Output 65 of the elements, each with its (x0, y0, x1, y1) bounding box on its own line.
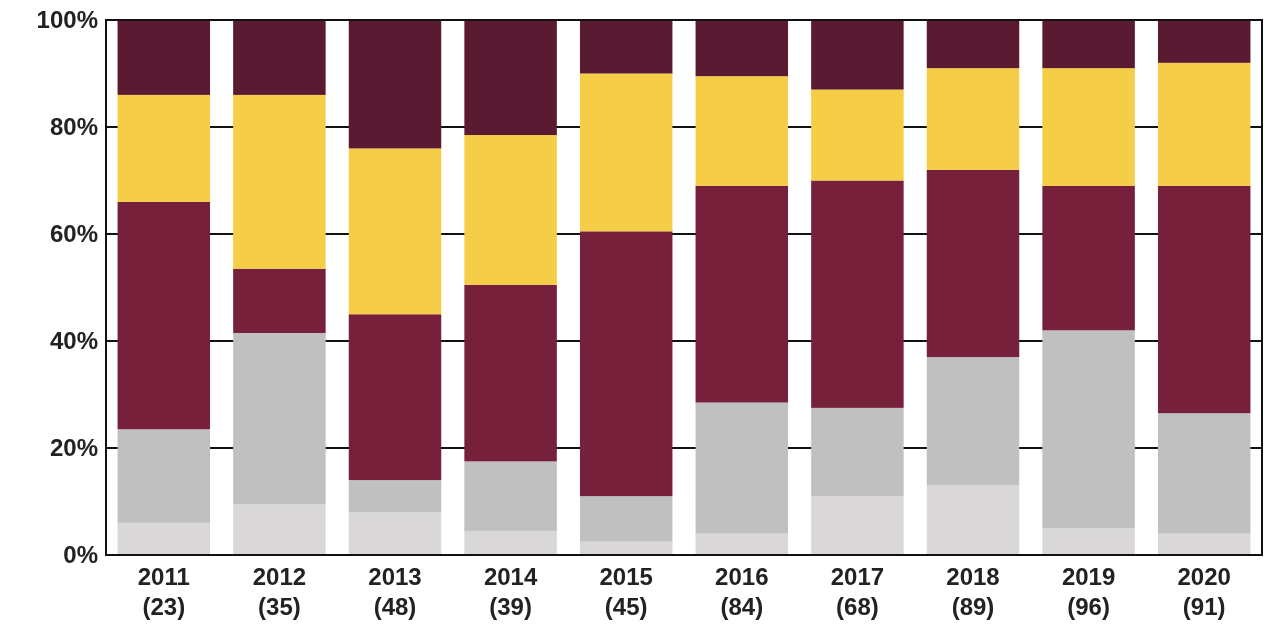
x-tick-label: 2012 (35) (252, 563, 307, 620)
bar (464, 284, 557, 462)
bar (348, 314, 442, 481)
bar (233, 94, 326, 269)
bar (348, 148, 442, 315)
bar (1042, 330, 1135, 529)
bar (1157, 185, 1251, 414)
bar (464, 461, 557, 531)
bar (695, 185, 789, 403)
x-tick-label: 2013 (48) (368, 563, 422, 620)
bar (1042, 20, 1135, 69)
bar (926, 357, 1020, 486)
bar (233, 332, 326, 505)
bar (811, 20, 904, 90)
bar (117, 94, 211, 202)
x-tick-label: 2019 (96) (1061, 563, 1116, 620)
bar (1157, 20, 1251, 63)
bar (117, 201, 211, 430)
bar (695, 76, 789, 186)
bar (695, 533, 789, 555)
bar (926, 169, 1020, 358)
bar (579, 20, 673, 74)
bar (464, 135, 557, 285)
bar (926, 485, 1020, 555)
bar (348, 512, 442, 555)
bar (811, 407, 904, 497)
bar (233, 504, 326, 555)
bar (1042, 528, 1135, 555)
bar (1157, 62, 1251, 186)
x-tick-label: 2017 (68) (830, 563, 885, 620)
y-tick-label: 100% (36, 6, 98, 34)
y-tick-label: 80% (49, 113, 98, 141)
x-tick-label: 2020 (91) (1177, 563, 1231, 620)
x-tick-label: 2016 (84) (715, 563, 769, 620)
bar (811, 496, 904, 555)
bar (926, 20, 1020, 69)
y-tick-label: 0% (63, 541, 98, 569)
bar (811, 180, 904, 408)
bar (695, 402, 789, 534)
bar (117, 429, 211, 523)
y-tick-label: 40% (49, 327, 98, 355)
bar (348, 20, 442, 149)
bar (1157, 413, 1251, 534)
x-tick-label: 2015 (45) (599, 563, 653, 620)
bar (926, 68, 1020, 170)
bar (579, 73, 673, 232)
bar (1042, 185, 1135, 331)
bar (233, 20, 326, 95)
bar (348, 480, 442, 513)
bar (464, 530, 557, 555)
bar (464, 20, 557, 136)
x-tick-label: 2014 (39) (483, 563, 538, 620)
bar (1157, 533, 1251, 555)
bar (695, 20, 789, 77)
y-tick-label: 60% (49, 220, 98, 248)
bar (117, 20, 211, 95)
bar (117, 522, 211, 555)
y-tick-label: 20% (49, 434, 98, 462)
bar (1042, 68, 1135, 186)
bar (811, 89, 904, 181)
bar (233, 268, 326, 333)
bar (579, 496, 673, 542)
x-tick-label: 2018 (89) (946, 563, 1000, 620)
bar (579, 231, 673, 497)
x-tick-label: 2011 (23) (137, 563, 190, 620)
